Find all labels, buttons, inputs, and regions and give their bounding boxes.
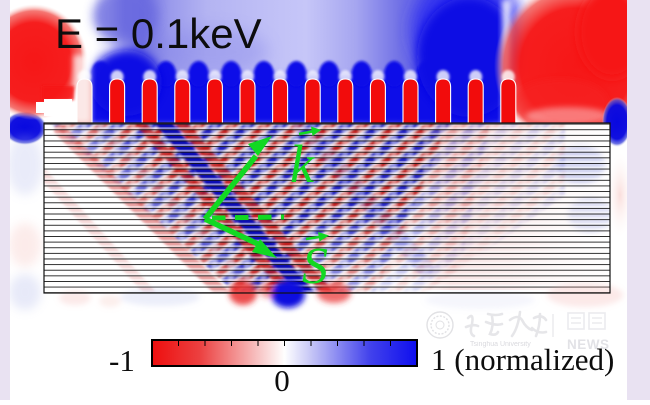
svg-text:0: 0 bbox=[274, 363, 290, 398]
svg-text:E = 0.1keV: E = 0.1keV bbox=[55, 10, 262, 57]
svg-text:Tsinghua University: Tsinghua University bbox=[470, 341, 531, 348]
svg-text:1 (normalized): 1 (normalized) bbox=[431, 342, 614, 377]
svg-text:NEWS: NEWS bbox=[567, 337, 610, 352]
svg-text:S: S bbox=[302, 238, 328, 295]
svg-text:-1: -1 bbox=[109, 343, 135, 378]
svg-text:k: k bbox=[290, 134, 315, 194]
